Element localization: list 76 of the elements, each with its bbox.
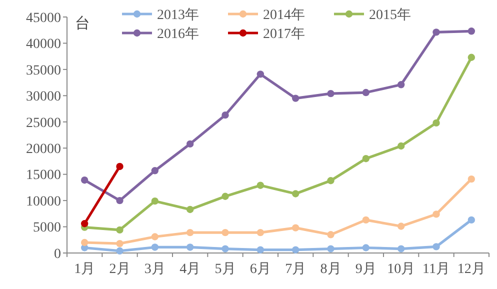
point (292, 224, 300, 232)
point (327, 231, 334, 238)
y-tick-label: 35000 (26, 63, 61, 78)
point (468, 216, 476, 224)
point (222, 192, 229, 200)
point (327, 245, 334, 252)
point (256, 246, 264, 254)
point (432, 119, 440, 127)
legend-label: 2013年 (157, 6, 199, 23)
y-tick-label: 10000 (26, 194, 61, 210)
y-tick-label: 30000 (26, 90, 61, 105)
point (362, 216, 370, 224)
point (186, 206, 194, 214)
point (222, 111, 229, 119)
point (116, 247, 124, 254)
x-tick-label: 9月 (355, 262, 376, 277)
point (186, 244, 194, 251)
point (397, 81, 405, 88)
point (80, 176, 88, 184)
point (222, 228, 229, 236)
y-tick-label: 20000 (26, 142, 61, 158)
point (292, 94, 300, 102)
legend-label: 2015年 (369, 6, 411, 23)
point (186, 140, 194, 148)
point (186, 228, 194, 236)
point (432, 28, 440, 36)
x-tick-label: 4月 (180, 262, 201, 277)
x-tick-label: 10月 (387, 262, 416, 277)
point (116, 162, 124, 170)
point (80, 220, 88, 228)
y-tick-label: 25000 (26, 116, 61, 131)
point (151, 244, 159, 251)
point (116, 196, 124, 204)
x-tick-label: 12月 (457, 262, 486, 277)
point (256, 228, 264, 236)
y-tick-label: 0 (54, 246, 61, 262)
point (151, 233, 159, 240)
point (397, 245, 405, 252)
point (256, 70, 264, 78)
x-tick-label: 8月 (320, 262, 342, 277)
point (468, 175, 476, 183)
legend-label: 2016年 (157, 26, 199, 42)
y-axis-title: 台 (75, 15, 90, 32)
legend-label: 2014年 (263, 6, 305, 23)
x-tick-label: 11月 (422, 262, 450, 277)
point (362, 88, 370, 96)
x-tick-label: 1月 (74, 262, 96, 277)
point (116, 240, 124, 248)
point (292, 246, 300, 254)
point (432, 210, 440, 218)
y-tick-label: 5000 (33, 220, 61, 236)
point (327, 177, 334, 184)
x-tick-label: 6月 (250, 262, 271, 277)
point (362, 155, 370, 162)
y-tick-label: 40000 (26, 37, 61, 52)
point (397, 142, 405, 150)
point (362, 244, 370, 252)
y-tick-label: 45000 (26, 10, 61, 26)
point (292, 190, 300, 198)
point (432, 243, 440, 250)
point (468, 54, 476, 61)
point (151, 197, 159, 205)
point (222, 245, 229, 252)
point (397, 222, 405, 230)
point (116, 226, 124, 234)
point (151, 167, 159, 174)
x-tick-label: 5月 (214, 262, 236, 277)
x-tick-label: 3月 (144, 262, 166, 277)
x-tick-label: 2月 (109, 262, 130, 277)
legend-label: 2017年 (263, 26, 305, 42)
point (468, 28, 476, 35)
y-tick-label: 15000 (26, 168, 61, 184)
point (327, 90, 334, 98)
point (80, 238, 88, 246)
point (256, 182, 264, 189)
x-tick-label: 7月 (285, 262, 306, 277)
